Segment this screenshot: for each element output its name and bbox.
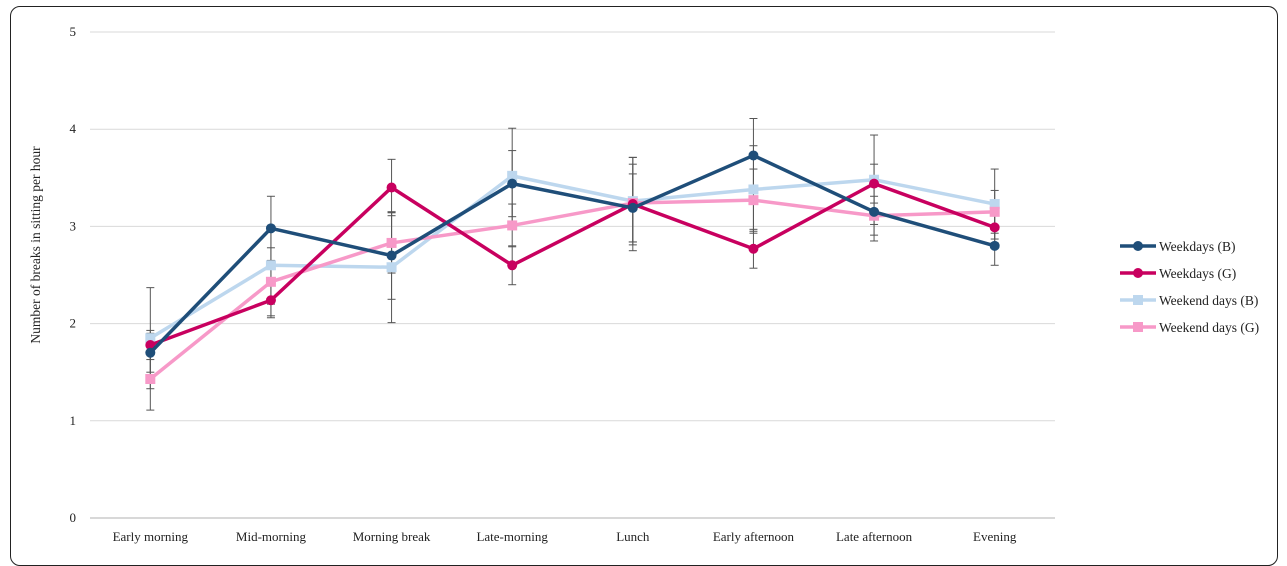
legend-item: Weekdays (G) — [1120, 266, 1236, 281]
data-point — [507, 260, 518, 271]
data-point — [989, 240, 1000, 251]
data-point — [748, 150, 759, 161]
data-point — [507, 220, 518, 231]
data-point — [145, 333, 156, 344]
data-point — [748, 184, 759, 195]
data-point — [989, 222, 1000, 233]
legend-item: Weekdays (B) — [1120, 239, 1236, 254]
data-point — [748, 243, 759, 254]
x-tick-label: Morning break — [353, 529, 431, 544]
legend-label: Weekdays (B) — [1159, 239, 1236, 254]
data-point — [507, 178, 518, 189]
legend-item: Weekend days (B) — [1120, 293, 1258, 308]
data-point — [989, 206, 1000, 217]
data-point — [386, 262, 397, 273]
x-tick-label: Lunch — [616, 529, 650, 544]
x-tick-label: Mid-morning — [236, 529, 307, 544]
line-chart: 0 1 2 3 4 5 Early morning Mid-morning Morning br… — [28, 24, 1259, 544]
x-tick-label: Late afternoon — [836, 529, 913, 544]
y-axis-label: Number of breaks in sitting per hour — [28, 146, 43, 344]
x-tick-label: Late-morning — [476, 529, 548, 544]
data-point — [265, 276, 276, 287]
x-tick-label: Early afternoon — [713, 529, 795, 544]
legend-item: Weekend days (G) — [1120, 320, 1259, 335]
series-line — [149, 181, 996, 347]
legend-label: Weekend days (B) — [1159, 293, 1258, 308]
data-point — [265, 260, 276, 271]
x-tick-label: Evening — [973, 529, 1017, 544]
data-point — [507, 170, 518, 181]
series-line — [149, 174, 996, 340]
y-tick-label: 3 — [70, 218, 77, 233]
legend-marker — [1133, 322, 1143, 332]
data-point — [869, 206, 880, 217]
data-point — [989, 199, 1000, 210]
chart-frame — [10, 6, 1278, 566]
legend-marker — [1133, 268, 1143, 278]
series-line — [149, 153, 996, 354]
series-line — [149, 198, 995, 381]
x-tick-label: Early morning — [113, 529, 189, 544]
legend-label: Weekend days (G) — [1159, 320, 1259, 335]
data-point — [386, 237, 397, 248]
y-tick-label: 2 — [70, 316, 77, 331]
y-tick-label: 1 — [70, 413, 77, 428]
data-point — [265, 223, 276, 234]
legend-marker — [1133, 241, 1143, 251]
data-point — [145, 347, 156, 358]
data-point — [627, 202, 638, 213]
y-tick-label: 0 — [70, 510, 77, 525]
data-point — [748, 195, 759, 206]
data-point — [265, 295, 276, 306]
data-point — [869, 178, 880, 189]
data-point — [145, 339, 156, 350]
data-point — [386, 182, 397, 193]
y-tick-label: 4 — [70, 121, 77, 136]
data-point — [386, 250, 397, 261]
y-tick-label: 5 — [70, 24, 77, 39]
legend-marker — [1133, 295, 1143, 305]
data-point — [145, 374, 156, 385]
legend-label: Weekdays (G) — [1159, 266, 1236, 281]
